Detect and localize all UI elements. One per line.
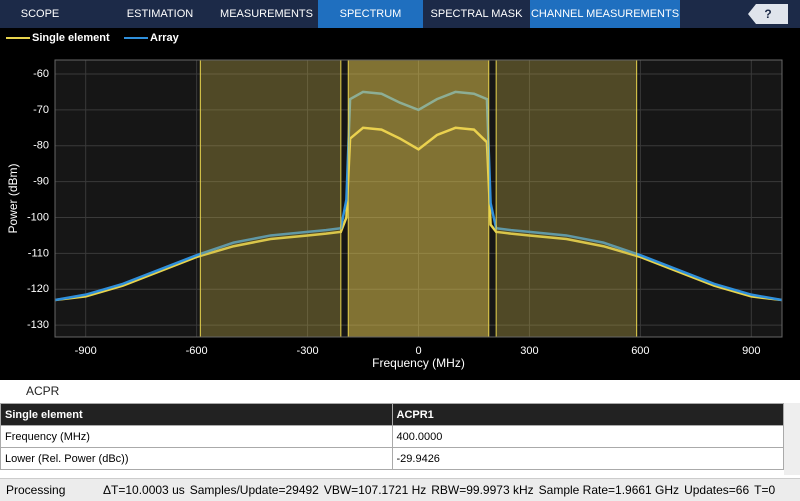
tab[interactable]: MEASUREMENTS — [220, 8, 313, 20]
table-cell: Frequency (MHz) — [0, 425, 393, 448]
x-tick-label: -300 — [297, 345, 319, 357]
scrollbar[interactable] — [784, 403, 800, 475]
table-cell: -29.9426 — [391, 447, 784, 470]
legend: Single element Array — [0, 28, 800, 48]
legend-label: Array — [150, 32, 179, 44]
toolbar: ? SCOPE ESTIMATION MEASUREMENTS SPECTRUM SPEC… — [0, 0, 800, 28]
status-bar: Processing ΔT=10.0003 us Samples/Update=29… — [0, 478, 800, 501]
x-axis-label: Frequency (MHz) — [372, 356, 465, 370]
table-title: ACPR — [26, 384, 60, 398]
y-tick-label: -80 — [33, 140, 49, 152]
table-cell: Lower (Rel. Power (dBc)) — [0, 447, 393, 470]
legend-label: Single element — [32, 32, 110, 44]
status-item: T=0 — [754, 483, 776, 497]
help-button[interactable]: ? — [748, 4, 788, 24]
y-tick-label: -100 — [27, 211, 49, 223]
status-item: Samples/Update=29492 — [189, 483, 319, 497]
legend-swatch — [124, 37, 148, 40]
status-state: Processing — [6, 483, 66, 497]
y-tick-label: -60 — [33, 68, 49, 80]
table-cell: ACPR1 — [391, 403, 784, 426]
y-tick-label: -70 — [33, 104, 49, 116]
tab[interactable]: SPECTRAL MASK — [430, 8, 523, 20]
x-tick-label: 0 — [415, 345, 421, 357]
tab[interactable]: SPECTRUM — [318, 0, 423, 28]
status-item: ΔT=10.0003 us — [103, 483, 185, 497]
legend-item: Array — [124, 28, 179, 48]
table-row: Lower (Rel. Power (dBc)) -29.9426 — [0, 447, 784, 470]
channel-band — [347, 59, 490, 338]
tab[interactable]: CHANNEL MEASUREMENTS — [530, 0, 680, 28]
status-item: RBW=99.9973 kHz — [431, 483, 534, 497]
y-tick-label: -120 — [27, 283, 49, 295]
status-item: VBW=107.1721 Hz — [323, 483, 427, 497]
plot-frame — [54, 59, 783, 338]
chart: -60 -70 -80 -90 -100 -110 -120 -130 -900 -600 -300… — [0, 48, 800, 380]
status-item: Sample Rate=1.9661 GHz — [538, 483, 680, 497]
channel-band — [199, 59, 342, 338]
table: Single element ACPR1 Frequency (MHz) 400.00… — [0, 403, 784, 470]
channel-band — [495, 59, 638, 338]
x-tick-label: 300 — [520, 345, 538, 357]
table-cell: 400.0000 — [391, 425, 784, 448]
x-tick-label: 900 — [742, 345, 760, 357]
table-row: Frequency (MHz) 400.0000 — [0, 425, 784, 448]
table-cell: Single element — [0, 403, 393, 426]
tab[interactable]: SCOPE — [20, 8, 60, 20]
status-item: Updates=66 — [684, 483, 750, 497]
legend-swatch — [6, 37, 30, 40]
x-tick-label: 600 — [631, 345, 649, 357]
y-axis-label: Power (dBm) — [6, 163, 20, 233]
x-tick-label: -900 — [75, 345, 97, 357]
table-row: Single element ACPR1 — [0, 403, 784, 426]
y-tick-label: -110 — [28, 247, 49, 259]
tab[interactable]: ESTIMATION — [126, 8, 194, 20]
y-tick-label: -90 — [33, 176, 49, 188]
x-tick-label: -600 — [186, 345, 208, 357]
legend-item: Single element — [6, 28, 110, 48]
y-tick-label: -130 — [27, 319, 49, 331]
status-items: ΔT=10.0003 us Samples/Update=29492 VBW=107… — [103, 479, 780, 501]
